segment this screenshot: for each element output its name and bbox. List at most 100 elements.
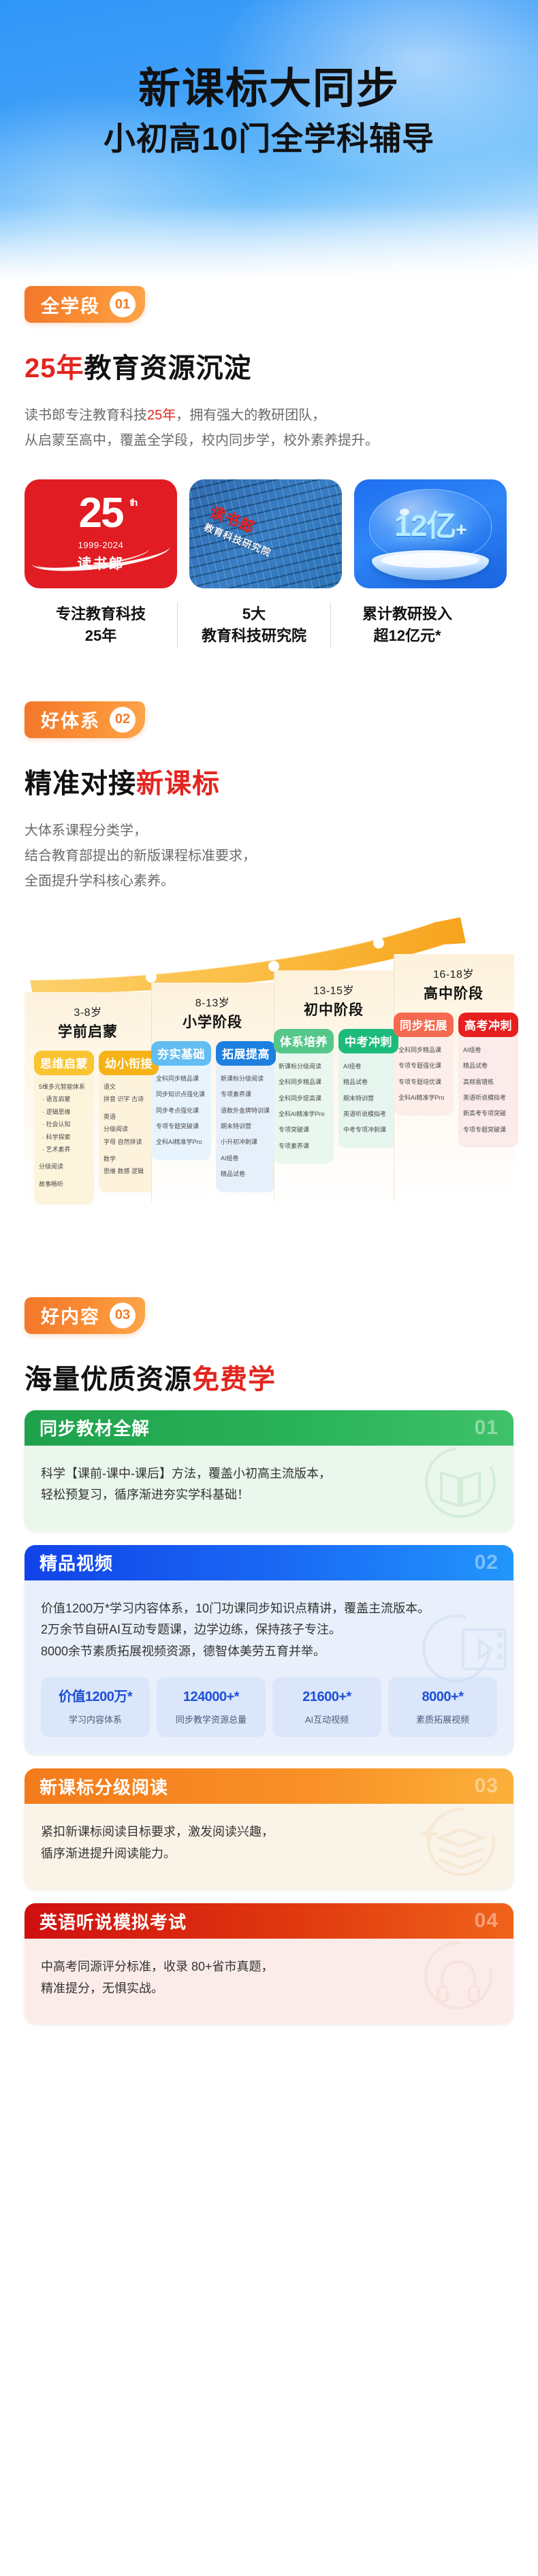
section-badge-03: 好内容 03 [25,1297,145,1334]
section-01-title: 25年教育资源沉淀 [25,346,513,385]
stat-item: 124000+* 同步教学资源总量 [157,1677,266,1738]
section-spacer [0,648,538,701]
course-item: AI组卷 [343,1062,362,1070]
learning-stage-staircase: 3-8岁 学前启蒙 思维启蒙 5维多元智能体系 · 语言启蒙 · 逻辑思维 [25,915,518,1269]
course-card-gaokao-sprint[interactable]: 高考冲刺 AI组卷 精品试卷 高频易错练 英语听说模拟考 新高考专项突破 专项专… [458,1012,518,1148]
podium-highlight [381,553,479,568]
desc-part-a: 读书郎专注教育科技 [25,408,147,423]
course-card-items: AI组卷 精品试卷 高频易错练 英语听说模拟考 新高考专项突破 专项专题突破课 [458,1028,518,1148]
page-bottom-spacer [0,2024,538,2053]
hero-banner: 新课标大同步 小初高10门全学科辅导 [0,0,538,286]
anniversary-years: 1999-2024 [78,540,124,551]
content-card-number: 02 [474,1551,499,1574]
section-badge-02: 好体系 02 [25,701,145,738]
course-item: 期末特训营 [343,1094,375,1102]
content-card-number: 04 [474,1909,499,1933]
course-card-kindergarten-bridge[interactable]: 幼小衔接 语文 拼音 识字 古诗 英语 分级阅读 字母 自然拼读 [99,1050,159,1205]
course-card-system-cultivation[interactable]: 体系培养 新课标分级阅读 全科同步精品课 全科同步提高课 全科AI精准学Pro … [274,1028,334,1164]
building-photo-tile: 读书郎 教育科技研究院 [189,479,342,588]
course-card-thinking-enlightenment[interactable]: 思维启蒙 5维多元智能体系 · 语言启蒙 · 逻辑思维 · 社会认知 · 科学探… [34,1050,94,1205]
anniversary-number: 25 [78,489,125,537]
course-item: 专项素养课 [279,1142,310,1149]
content-card-premium-video[interactable]: 精品视频 02 价值1200万*学习内容体系，10门功课同步知识点精讲，覆盖主流… [25,1544,513,1755]
course-item: 专项专题突破课 [156,1122,200,1130]
section-badge-number: 02 [110,706,136,733]
anniversary-logo-tile: 25 th 1999-2024 读书郎 [25,479,177,588]
course-card-title: 高考冲刺 [458,1012,518,1037]
section-02-title: 精准对接新课标 [25,761,513,801]
caption-line-1: 5大 [242,605,266,622]
content-card-number: 03 [474,1775,499,1798]
content-card-body: 科学【课前-课中-课后】方法，覆盖小初高主流版本， 轻松预复习，循序渐进夯实学科… [25,1445,513,1531]
course-item: 全科同步提高课 [279,1094,322,1102]
stat-value: 21600+* [302,1689,351,1705]
stage-header: 16-18岁 高中阶段 [394,954,513,1003]
marketing-landing-page: 新课标大同步 小初高10门全学科辅导 全学段 01 25年教育资源沉淀 读书郎专… [0,0,538,2053]
course-group-title: 分级阅读 [39,1163,64,1171]
stage-header: 8-13岁 小学阶段 [151,954,274,1032]
course-card-solid-foundation[interactable]: 夯实基础 全科同步精品课 同步知识点强化课 同步考点强化课 专项专题突破课 全科… [151,1040,211,1192]
course-card-zhongkao-sprint[interactable]: 中考冲刺 AI组卷 精品试卷 期末特训营 英语听说模拟考 中考专项冲刺课 [338,1028,398,1164]
stat-item: 价值1200万* 学习内容体系 [41,1677,150,1738]
stage-columns: 3-8岁 学前启蒙 思维启蒙 5维多元智能体系 · 语言启蒙 · 逻辑思维 [25,953,518,1205]
section-badge-01: 全学段 01 [25,286,145,323]
stage-column-preschool: 3-8岁 学前启蒙 思维启蒙 5维多元智能体系 · 语言启蒙 · 逻辑思维 [25,954,159,1205]
course-item: 精品试卷 [463,1062,488,1070]
stat-label: 学习内容体系 [68,1715,122,1726]
course-item: 全科同步精品课 [398,1046,442,1053]
stat-label: AI互动视频 [304,1715,349,1726]
section-02-title-rest: 精准对接 [25,768,136,799]
content-card-graded-reading[interactable]: 新课标分级阅读 03 紧扣新课标阅读目标要求，激发阅读兴趣， 循序渐进提升阅读能… [25,1768,513,1890]
content-card-header: 新课标分级阅读 03 [25,1768,513,1804]
stage-age-range: 16-18岁 [433,968,474,981]
anniversary-logo: 25 th 1999-2024 读书郎 [25,479,177,588]
course-item: 专项素养课 [221,1091,252,1098]
content-card-textbook-explanation[interactable]: 同步教材全解 01 科学【课前-课中-课后】方法，覆盖小初高主流版本， 轻松预复… [25,1410,513,1531]
course-item: · 艺术素养 [42,1145,71,1153]
course-item: 语数外金牌特训课 [221,1107,270,1114]
content-card-header: 同步教材全解 01 [25,1410,513,1446]
course-card-synchronous-expansion[interactable]: 同步拓展 全科同步精品课 专项专题强化课 专项专题培优课 全科AI精准学Pro [394,1012,454,1147]
course-card-title: 夯实基础 [151,1040,211,1066]
content-card-english-listening-exam[interactable]: 英语听说模拟考试 04 中高考同源评分标准，收录 80+省市真题， 精准提分，无… [25,1903,513,2025]
stage-node-1 [146,971,157,983]
section-01-description: 读书郎专注教育科技25年，拥有强大的教研团队， 从启蒙至高中，覆盖全学段，校内同… [25,403,513,454]
content-card-body: 价值1200万*学习内容体系，10门功课同步知识点精讲，覆盖主流版本。 2万余节… [25,1580,513,1755]
highlight-caption: 累计教研投入 超12亿元* [330,602,484,648]
course-item: 分级阅读 [104,1126,129,1133]
highlight-caption: 5大 教育科技研究院 [177,602,330,648]
course-card-items: AI组卷 精品试卷 期末特训营 英语听说模拟考 中考专项冲刺课 [338,1045,398,1148]
stage-node-3 [373,937,384,949]
course-card-title: 思维启蒙 [34,1050,94,1075]
content-card-line: 2万余节自研AI互动专题课，边学边练，保持孩子专注。 [41,1623,342,1637]
glass-dome-decoration [369,489,492,561]
section-01-title-highlight: 25年 [25,353,84,383]
course-item: 全科AI精准学Pro [279,1110,325,1117]
hero-subtitle: 小初高10门全学科辅导 [103,121,435,157]
course-item: 高频易错练 [463,1078,494,1085]
stat-label: 同步教学资源总量 [175,1715,247,1726]
desc-highlight: 25年 [147,408,176,423]
stage-header: 3-8岁 学前启蒙 [25,954,151,1041]
section-03-title-rest: 海量优质资源 [25,1364,192,1395]
stage-age-range: 3-8岁 [74,1006,102,1019]
caption-line-1: 专注教育科技 [55,605,146,622]
building-facade-pattern [189,479,342,588]
course-group-title: 故事畅听 [39,1180,64,1188]
course-item: 专项突破课 [279,1126,310,1134]
caption-line-2: 超12亿元* [373,626,441,644]
course-group-title: 5维多元智能体系 [39,1083,86,1090]
course-item: 同步知识点强化课 [156,1091,206,1098]
highlight-tile-research-institute: 读书郎 教育科技研究院 [189,479,342,588]
course-item: 同步考点强化课 [156,1107,200,1114]
course-item: 全科AI精准学Pro [398,1094,445,1101]
stage-node-2 [268,960,279,972]
content-card-line: 价值1200万*学习内容体系，10门功课同步知识点精讲，覆盖主流版本。 [41,1601,430,1615]
course-item: AI组卷 [463,1046,481,1053]
stage-name: 学前启蒙 [58,1023,118,1040]
content-card-line: 轻松预复习，循序渐进夯实学科基础！ [41,1488,249,1502]
content-card-body: 紧扣新课标阅读目标要求，激发阅读兴趣， 循序渐进提升阅读能力。 [25,1804,513,1890]
course-card-extension-improvement[interactable]: 拓展提高 新课标分级阅读 专项素养课 语数外金牌特训课 期末特训营 小升初冲刺课… [216,1040,276,1192]
stat-item: 8000+* 素质拓展视频 [388,1677,497,1738]
content-card-line: 循序渐进提升阅读能力。 [41,1846,176,1860]
